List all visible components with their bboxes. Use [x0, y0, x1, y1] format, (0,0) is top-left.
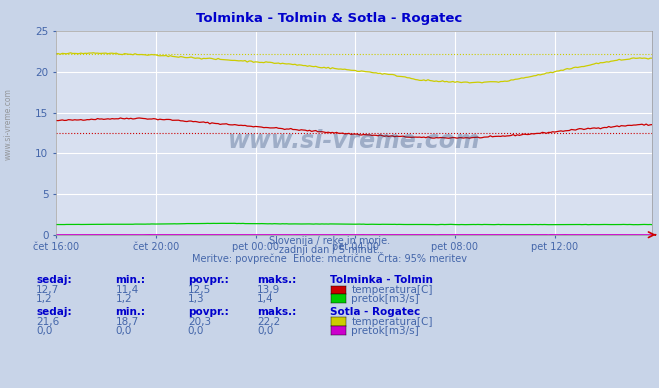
Text: min.:: min.: — [115, 275, 146, 285]
Text: maks.:: maks.: — [257, 275, 297, 285]
Text: temperatura[C]: temperatura[C] — [351, 317, 433, 327]
Text: www.si-vreme.com: www.si-vreme.com — [228, 129, 480, 153]
Text: 1,2: 1,2 — [36, 294, 53, 304]
Text: sedaj:: sedaj: — [36, 307, 72, 317]
Text: 1,2: 1,2 — [115, 294, 132, 304]
Text: 20,3: 20,3 — [188, 317, 211, 327]
Text: sedaj:: sedaj: — [36, 275, 72, 285]
Text: 0,0: 0,0 — [188, 326, 204, 336]
Text: 18,7: 18,7 — [115, 317, 138, 327]
Text: Tolminka - Tolmin & Sotla - Rogatec: Tolminka - Tolmin & Sotla - Rogatec — [196, 12, 463, 26]
Text: zadnji dan / 5 minut.: zadnji dan / 5 minut. — [279, 245, 380, 255]
Text: 0,0: 0,0 — [36, 326, 53, 336]
Text: pretok[m3/s]: pretok[m3/s] — [351, 294, 419, 304]
Text: 21,6: 21,6 — [36, 317, 59, 327]
Text: 13,9: 13,9 — [257, 285, 280, 295]
Text: 12,5: 12,5 — [188, 285, 211, 295]
Text: Sotla - Rogatec: Sotla - Rogatec — [330, 307, 420, 317]
Text: Meritve: povprečne  Enote: metrične  Črta: 95% meritev: Meritve: povprečne Enote: metrične Črta:… — [192, 252, 467, 264]
Text: povpr.:: povpr.: — [188, 275, 229, 285]
Text: povpr.:: povpr.: — [188, 307, 229, 317]
Text: min.:: min.: — [115, 307, 146, 317]
Text: 1,4: 1,4 — [257, 294, 273, 304]
Text: maks.:: maks.: — [257, 307, 297, 317]
Text: Slovenija / reke in morje.: Slovenija / reke in morje. — [269, 236, 390, 246]
Text: 1,3: 1,3 — [188, 294, 204, 304]
Text: temperatura[C]: temperatura[C] — [351, 285, 433, 295]
Text: pretok[m3/s]: pretok[m3/s] — [351, 326, 419, 336]
Text: 12,7: 12,7 — [36, 285, 59, 295]
Text: 22,2: 22,2 — [257, 317, 280, 327]
Text: Tolminka - Tolmin: Tolminka - Tolmin — [330, 275, 432, 285]
Text: 11,4: 11,4 — [115, 285, 138, 295]
Text: 0,0: 0,0 — [115, 326, 132, 336]
Text: www.si-vreme.com: www.si-vreme.com — [3, 88, 13, 160]
Text: 0,0: 0,0 — [257, 326, 273, 336]
